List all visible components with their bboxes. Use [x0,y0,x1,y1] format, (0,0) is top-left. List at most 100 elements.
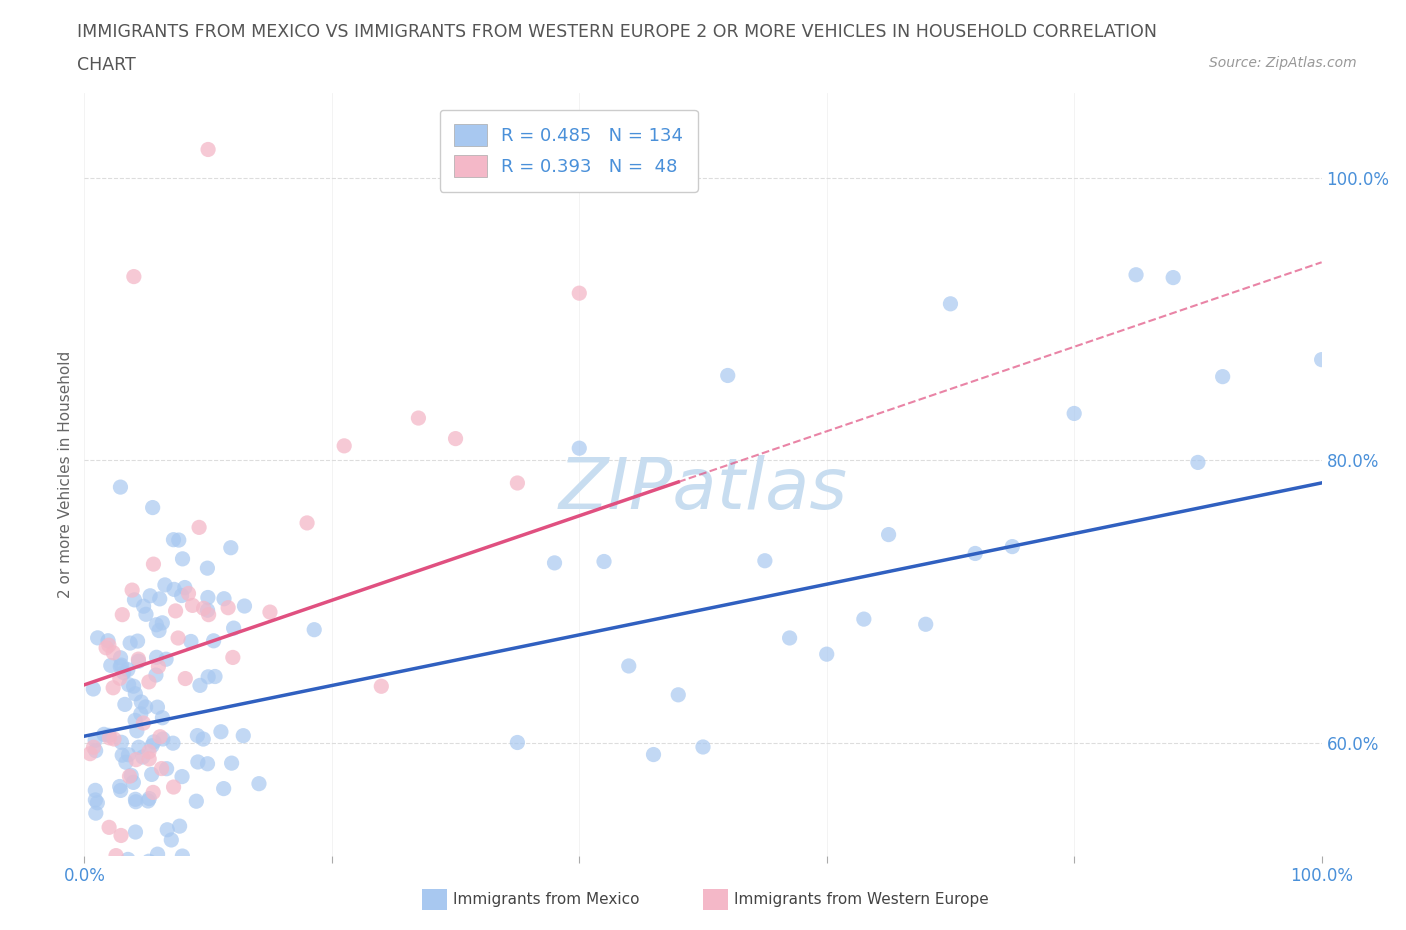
Point [120,768,142,783]
Point [110,828,132,843]
Point [1063,406,1085,421]
Point [124,791,146,806]
Point [124,825,146,840]
Point [120,635,142,650]
Point [148,623,170,638]
Point [117,748,139,763]
Point [122,269,145,284]
Point [754,553,776,568]
Point [877,527,900,542]
Point [132,599,155,614]
Point [82,682,104,697]
Point [167,631,190,645]
Point [259,604,281,619]
Point [197,756,219,771]
Point [124,686,146,701]
Point [132,715,155,730]
Point [94,641,117,656]
Point [111,748,134,763]
Point [506,475,529,490]
Point [84,733,107,748]
Point [181,598,204,613]
Point [914,617,936,631]
Point [155,652,177,667]
Point [127,652,149,667]
Point [125,752,148,767]
Point [97,633,120,648]
Point [122,679,145,694]
Point [302,622,325,637]
Point [153,578,176,592]
Point [138,674,160,689]
Point [124,592,146,607]
Point [135,607,157,622]
Point [568,286,591,300]
Point [219,540,242,555]
Point [128,739,150,754]
Point [1187,455,1209,470]
Point [134,903,156,918]
Point [132,750,155,764]
Point [165,604,187,618]
Point [124,713,146,728]
Point [114,697,136,711]
Point [815,646,838,661]
Text: ZIPatlas: ZIPatlas [558,455,848,524]
Point [108,779,131,794]
Point [148,659,170,674]
Point [84,792,107,807]
Point [138,744,160,759]
Point [110,480,132,495]
Point [103,732,125,747]
Point [110,659,132,674]
Point [222,620,245,635]
Point [125,794,148,809]
Point [98,728,121,743]
Point [93,727,115,742]
Point [156,762,179,777]
Point [568,441,591,456]
Y-axis label: 2 or more Vehicles in Household: 2 or more Vehicles in Household [58,351,73,598]
Point [112,665,135,680]
Point [204,669,226,684]
Point [152,711,174,725]
Text: Immigrants from Western Europe: Immigrants from Western Europe [734,892,988,907]
Point [100,658,122,672]
Point [121,583,143,598]
Point [617,658,640,673]
Point [86,631,108,645]
Point [162,736,184,751]
Point [212,781,235,796]
Point [1125,267,1147,282]
Text: CHART: CHART [77,56,136,73]
Point [197,603,219,618]
Point [221,756,243,771]
Point [135,699,157,714]
Point [1161,270,1184,285]
Point [97,638,120,653]
Point [163,582,186,597]
Point [180,634,202,649]
Point [98,730,121,745]
Point [160,832,183,847]
Point [138,751,160,766]
Point [142,557,165,572]
Point [145,650,167,665]
Point [152,732,174,747]
Point [127,633,149,648]
Point [247,777,270,791]
Point [108,671,131,685]
Point [149,591,172,606]
Point [117,662,139,677]
Point [939,297,962,312]
Legend: R = 0.485   N = 134, R = 0.393   N =  48: R = 0.485 N = 134, R = 0.393 N = 48 [440,110,697,192]
Point [692,739,714,754]
Point [212,591,235,606]
Point [156,822,179,837]
Point [197,590,219,604]
Point [506,735,529,750]
Point [141,738,163,753]
Point [217,600,239,615]
Point [170,588,193,603]
Point [666,687,689,702]
